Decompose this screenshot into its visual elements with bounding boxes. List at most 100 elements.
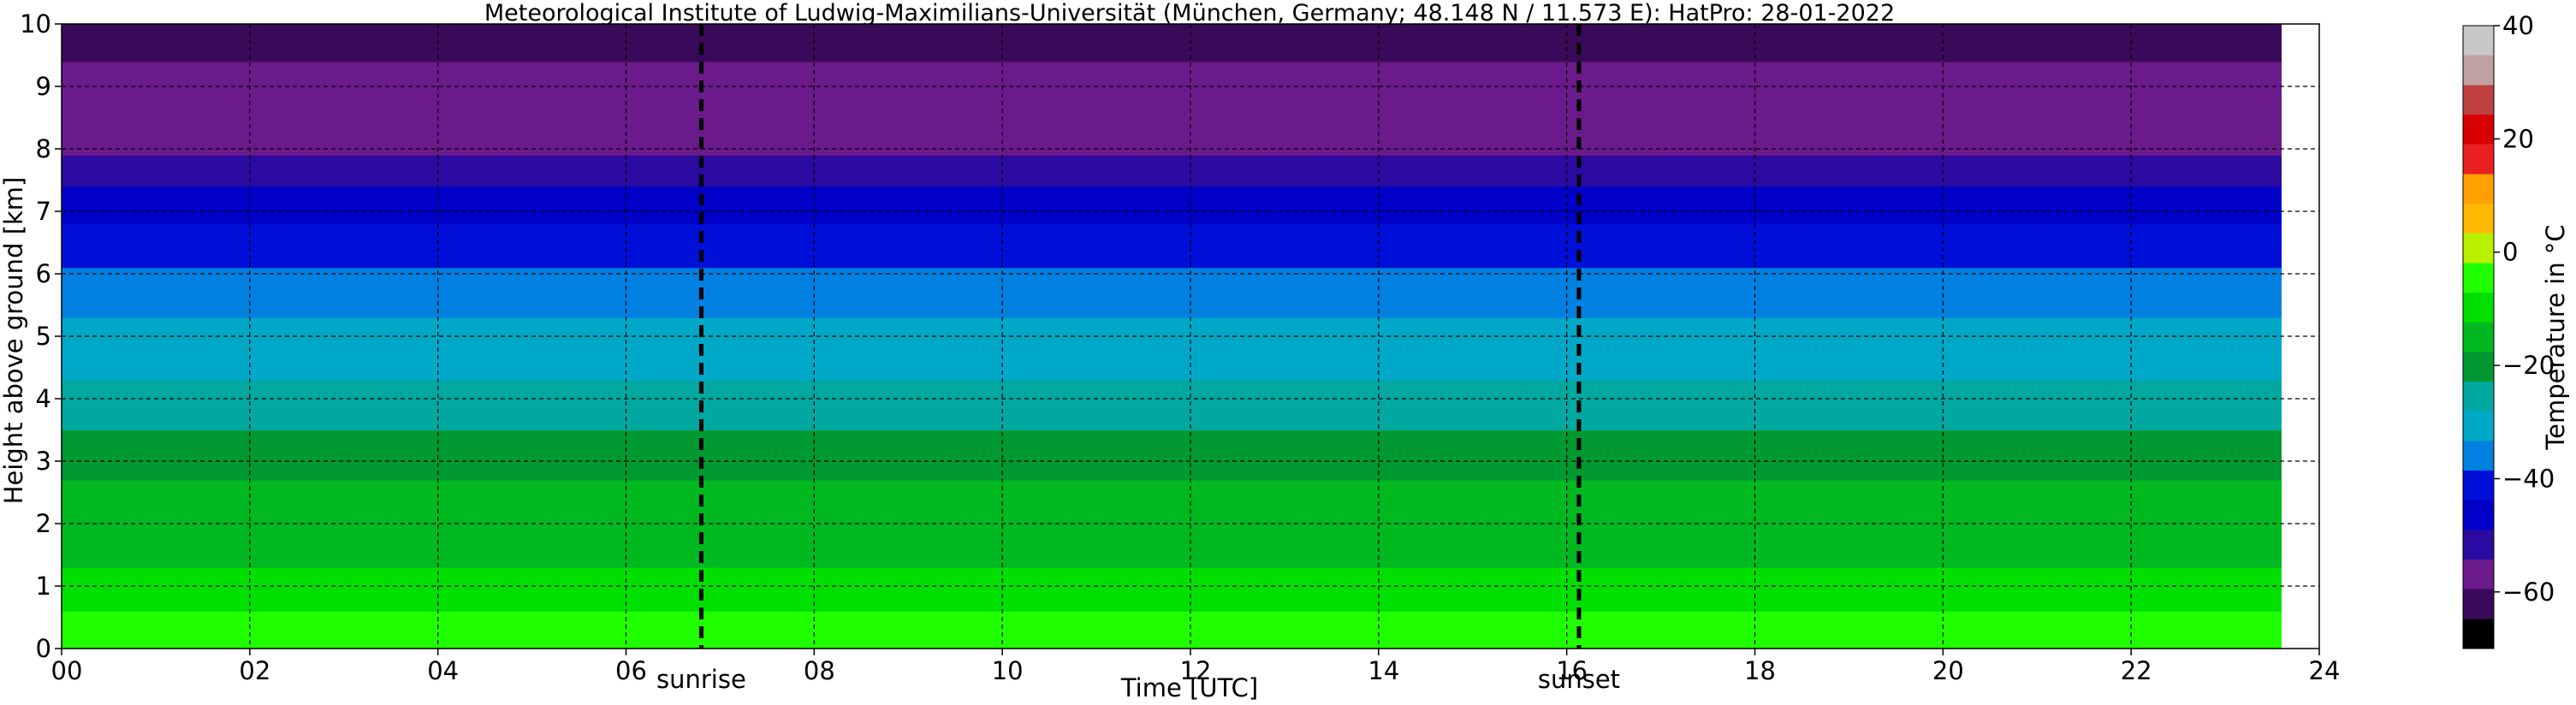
heatmap-band: [62, 217, 2282, 225]
plot-area: [62, 24, 2319, 649]
y-tick-label: 7: [36, 197, 51, 226]
heatmap-band: [62, 30, 2282, 38]
heatmap-band: [62, 399, 2282, 406]
heatmap-band: [62, 586, 2282, 593]
x-tick-label: 24: [2309, 656, 2341, 685]
sunrise-label: sunrise: [656, 665, 746, 694]
sunset-label: sunset: [1538, 665, 1620, 694]
heatmap-band: [62, 98, 2282, 106]
heatmap-band: [62, 299, 2282, 306]
heatmap-band: [62, 286, 2282, 293]
heatmap-band: [62, 336, 2282, 343]
heatmap-band: [62, 573, 2282, 581]
x-tick-label: 06: [615, 656, 647, 685]
heatmap-band: [62, 55, 2282, 62]
x-tick-label: 18: [1744, 656, 1776, 685]
heatmap-band: [62, 186, 2282, 193]
heatmap-band: [62, 636, 2282, 643]
heatmap-band: [62, 560, 2282, 568]
heatmap-band: [62, 255, 2282, 262]
heatmap-band: [62, 623, 2282, 631]
heatmap-band: [62, 136, 2282, 144]
heatmap-band: [62, 473, 2282, 481]
x-axis-label: Time [UTC]: [1120, 673, 1258, 702]
heatmap-band: [62, 542, 2282, 549]
heatmap-band: [62, 305, 2282, 312]
heatmap-band: [62, 348, 2282, 356]
heatmap-band: [62, 311, 2282, 318]
event-lines: sunrise sunset: [656, 24, 1620, 694]
x-tick-label: 08: [804, 656, 835, 685]
y-tick-label: 10: [20, 9, 51, 39]
colorbar-tick-label: 40: [2502, 11, 2534, 40]
heatmap-band: [62, 193, 2282, 199]
heatmap-band: [62, 329, 2282, 337]
heatmap-band: [62, 242, 2282, 250]
heatmap-band: [62, 417, 2282, 424]
heatmap-band: [62, 198, 2282, 206]
y-tick-label: 2: [36, 509, 51, 538]
x-axis-ticks: 00 02 04 06 08 10 12 14 16 18 20 22 24: [51, 649, 2341, 685]
heatmap-band: [62, 142, 2282, 150]
heatmap-band: [62, 248, 2282, 256]
heatmap-band: [62, 323, 2282, 331]
heatmap-band: [62, 149, 2282, 156]
heatmap-band: [62, 630, 2282, 637]
heatmap-band: [62, 524, 2282, 530]
heatmap-band: [62, 49, 2282, 56]
heatmap-band: [62, 204, 2282, 212]
heatmap-band: [62, 554, 2282, 562]
heatmap-band: [62, 61, 2282, 68]
heatmap-band: [62, 167, 2282, 175]
heatmap-band: [62, 517, 2282, 524]
heatmap-band: [62, 86, 2282, 93]
heatmap-band: [62, 36, 2282, 44]
heatmap-band: [62, 461, 2282, 468]
heatmap-band: [62, 80, 2282, 87]
y-tick-label: 1: [36, 572, 51, 601]
x-tick-label: 14: [1368, 656, 1399, 685]
x-tick-label: 10: [992, 656, 1024, 685]
heatmap-band: [62, 492, 2282, 500]
heatmap-band: [62, 373, 2282, 381]
heatmap-band: [62, 448, 2282, 456]
heatmap-band: [62, 424, 2282, 431]
y-tick-label: 6: [36, 259, 51, 288]
heatmap-band: [62, 598, 2282, 606]
heatmap-band: [62, 617, 2282, 625]
heatmap-band: [62, 498, 2282, 506]
heatmap-band: [62, 604, 2282, 612]
heatmap-band: [62, 442, 2282, 449]
heatmap-band: [62, 223, 2282, 231]
y-tick-label: 8: [36, 134, 51, 163]
x-tick-label: 16: [1556, 656, 1588, 685]
x-tick-label: 22: [2121, 656, 2152, 685]
heatmap-band: [62, 117, 2282, 125]
heatmap-band: [62, 354, 2282, 362]
heatmap-band: [62, 68, 2282, 74]
y-tick-label: 0: [36, 634, 51, 663]
heatmap-band: [62, 211, 2282, 218]
heatmap-band: [62, 42, 2282, 50]
colorbar-tick-label: −60: [2502, 578, 2555, 607]
heatmap-band: [62, 642, 2282, 649]
heatmap-band: [62, 292, 2282, 299]
heatmap-band: [62, 274, 2282, 281]
heatmap-band: [62, 367, 2282, 375]
heatmap-band: [62, 592, 2282, 600]
heatmap-band: [62, 479, 2282, 487]
heatmap-band: [62, 236, 2282, 244]
heatmap-band: [62, 180, 2282, 187]
heatmap-band: [62, 92, 2282, 100]
heatmap-band: [62, 435, 2282, 443]
heatmap-band: [62, 123, 2282, 131]
y-tick-label: 3: [36, 447, 51, 476]
y-axis-ticks: 0 1 2 3 4 5 6 7 8 9 10: [20, 9, 62, 663]
heatmap-band: [62, 454, 2282, 462]
chart-title: Meteorological Institute of Ludwig-Maxim…: [484, 0, 1895, 27]
heatmap-band: [62, 24, 2282, 31]
heatmap-band: [62, 505, 2282, 512]
heatmap-band: [62, 342, 2282, 350]
heatmap-band: [62, 530, 2282, 537]
heatmap-band: [62, 161, 2282, 169]
